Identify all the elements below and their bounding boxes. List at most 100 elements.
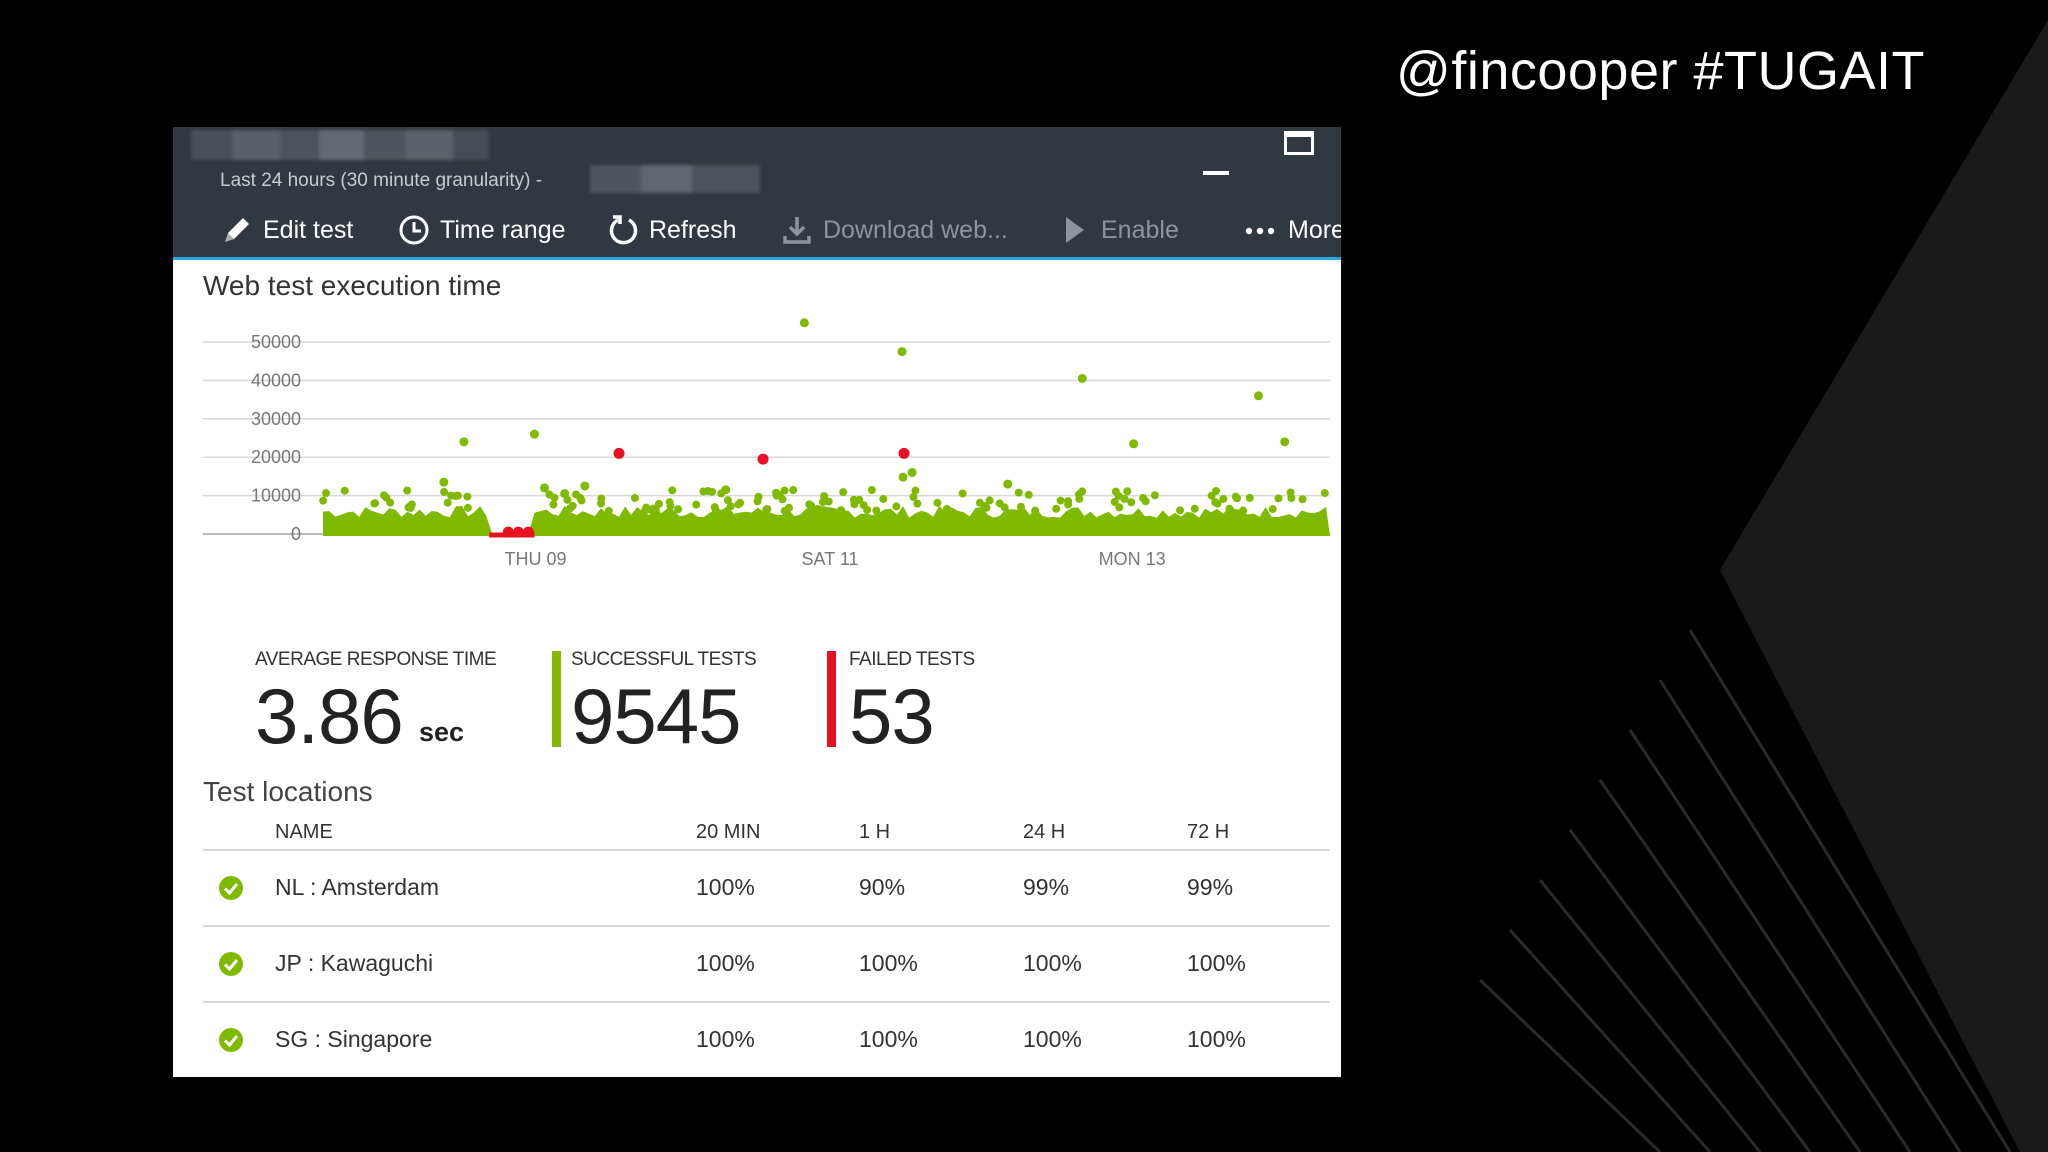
- data-point-success: [370, 499, 379, 508]
- data-point-success: [799, 318, 809, 328]
- data-point-success: [772, 491, 781, 500]
- data-point-success: [1075, 494, 1084, 503]
- test-locations-title: Test locations: [203, 776, 373, 807]
- data-point-success: [942, 504, 951, 513]
- availability-72h: 100%: [1187, 950, 1246, 976]
- location-name: SG : Singapore: [275, 1026, 433, 1052]
- data-point-success: [780, 506, 789, 515]
- y-tick-label: 50000: [251, 332, 301, 352]
- availability-24h: 100%: [1023, 950, 1082, 976]
- col-name[interactable]: NAME: [275, 821, 333, 843]
- refresh-label: Refresh: [649, 215, 737, 244]
- data-point-success: [1056, 496, 1065, 505]
- data-point-success: [863, 505, 872, 514]
- data-point-success: [1078, 487, 1087, 496]
- successful-tests-value[interactable]: 9545: [571, 672, 742, 760]
- data-point-success: [1213, 499, 1222, 508]
- data-point-success: [630, 493, 639, 502]
- data-point-success: [907, 468, 917, 478]
- data-point-success: [1233, 494, 1242, 503]
- col-24h[interactable]: 24 H: [1023, 821, 1066, 843]
- data-point-success: [566, 504, 575, 513]
- data-point-success: [549, 500, 558, 509]
- data-point-success: [819, 497, 828, 506]
- table-row[interactable]: SG : Singapore 100% 100% 100% 100%: [203, 1003, 1330, 1077]
- data-point-success: [540, 483, 550, 493]
- data-point-success: [1120, 494, 1129, 503]
- minimize-button[interactable]: [1203, 151, 1229, 175]
- blade-header: Last 24 hours (30 minute granularity) - …: [173, 127, 1341, 260]
- download-button[interactable]: Download web...: [781, 203, 1008, 257]
- data-point-success: [933, 498, 942, 507]
- download-icon: [783, 217, 811, 244]
- data-point-success: [736, 498, 745, 507]
- enable-button[interactable]: Enable: [1059, 203, 1179, 257]
- table-row[interactable]: NL : Amsterdam 100% 90% 99% 99%: [203, 851, 1330, 927]
- availability-24h: 100%: [1023, 1026, 1082, 1052]
- data-point-success: [711, 506, 720, 515]
- col-20min[interactable]: 20 MIN: [696, 821, 761, 843]
- failed-indicator-bar: [827, 651, 836, 747]
- data-point-success: [839, 488, 848, 497]
- data-point-success: [805, 500, 814, 509]
- data-point-success: [459, 437, 469, 447]
- data-point-success: [855, 495, 864, 504]
- data-point-success: [1268, 505, 1277, 514]
- failed-tests-value[interactable]: 53: [849, 672, 935, 760]
- y-tick-label: 30000: [251, 409, 301, 429]
- col-1h[interactable]: 1 H: [859, 821, 891, 843]
- location-name: JP : Kawaguchi: [275, 950, 434, 976]
- data-point-success: [909, 493, 918, 502]
- data-point-success: [1077, 373, 1087, 383]
- data-point-success: [753, 497, 762, 506]
- availability-1h: 100%: [859, 950, 918, 976]
- data-point-success: [1016, 502, 1025, 511]
- data-point-success: [1115, 503, 1124, 512]
- redacted-title: [191, 130, 489, 160]
- data-point-success: [723, 496, 732, 505]
- maximize-button[interactable]: [1284, 131, 1314, 155]
- redacted-subtitle: [590, 165, 760, 193]
- data-point-success: [1212, 486, 1221, 495]
- data-point-success: [1003, 479, 1013, 489]
- data-point-success: [1127, 498, 1136, 507]
- data-point-success: [837, 506, 846, 515]
- locations-table-header: NAME 20 MIN 1 H 24 H 72 H: [203, 809, 1330, 851]
- data-point-success: [726, 502, 735, 511]
- time-range-button[interactable]: Time range: [398, 203, 566, 257]
- location-name: NL : Amsterdam: [275, 874, 440, 900]
- data-point-success: [913, 499, 922, 508]
- data-point-success: [386, 498, 395, 507]
- more-button[interactable]: More: [1244, 203, 1341, 257]
- edit-test-button[interactable]: Edit test: [221, 203, 353, 257]
- y-tick-label: 0: [291, 524, 301, 544]
- data-point-success: [529, 429, 539, 439]
- success-indicator-bar: [552, 651, 561, 747]
- data-point-success: [545, 490, 554, 499]
- data-point-success: [872, 506, 881, 515]
- blade-subtitle: Last 24 hours (30 minute granularity) -: [220, 170, 543, 191]
- y-tick-label: 10000: [251, 486, 301, 506]
- data-point-failed: [898, 447, 910, 459]
- x-tick-label: MON 13: [1099, 549, 1166, 569]
- data-point-success: [439, 477, 449, 487]
- data-point-success: [319, 496, 328, 505]
- col-72h[interactable]: 72 H: [1187, 821, 1230, 843]
- table-row[interactable]: JP : Kawaguchi 100% 100% 100% 100%: [203, 927, 1330, 1003]
- data-point-success: [1024, 490, 1033, 499]
- data-point-failed: [502, 526, 514, 538]
- data-point-success: [580, 481, 590, 491]
- data-point-success: [1190, 504, 1199, 513]
- data-point-success: [443, 498, 452, 507]
- web-test-blade: Last 24 hours (30 minute granularity) - …: [173, 127, 1341, 1077]
- x-tick-label: SAT 11: [802, 549, 859, 569]
- data-point-success: [1176, 506, 1185, 515]
- x-tick-label: THU 09: [504, 549, 566, 569]
- availability-20min: 100%: [696, 874, 755, 900]
- data-point-success: [1274, 494, 1283, 503]
- data-point-success: [1052, 504, 1061, 513]
- data-point-success: [867, 486, 876, 495]
- data-point-success: [463, 503, 472, 512]
- refresh-button[interactable]: Refresh: [607, 203, 737, 257]
